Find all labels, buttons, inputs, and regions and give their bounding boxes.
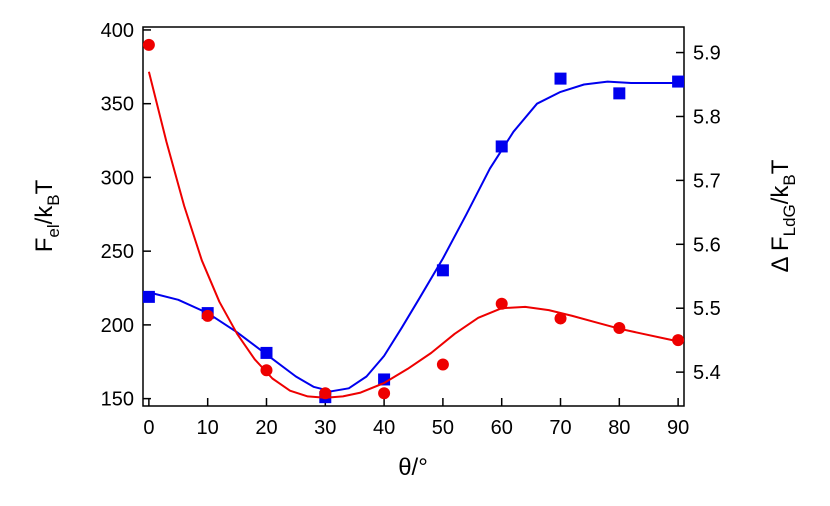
series-2-point	[378, 387, 391, 400]
x-tick-label: 30	[314, 417, 336, 439]
series-1-fit-line	[148, 80, 679, 393]
x-tick-label: 60	[491, 417, 513, 439]
series-2	[142, 38, 685, 400]
x-tick-label: 70	[549, 417, 571, 439]
series-2-point	[142, 38, 155, 51]
series-2-point	[319, 387, 332, 400]
x-tick-label: 50	[432, 417, 454, 439]
series-2-point	[554, 312, 567, 325]
right-y-tick-label: 5.7	[693, 170, 721, 192]
x-axis-title: θ/°	[398, 454, 428, 481]
right-y-tick-label: 5.6	[693, 234, 721, 256]
series-layer	[142, 38, 685, 404]
series-2-point	[260, 364, 273, 377]
series-2-point	[613, 322, 626, 335]
series-1-point	[436, 264, 449, 277]
left-y-tick-label: 300	[101, 167, 134, 189]
x-tick-label: 40	[373, 417, 395, 439]
plot-frame	[142, 26, 685, 407]
right-y-axis-ticks: 5.4 5.5 5.6 5.7 5.8 5.9	[676, 43, 721, 384]
left-y-axis-ticks: 150 200 250 300 350 400	[101, 20, 151, 411]
x-axis-ticks: 0 10 20 30 40 50 60 70 80 90	[143, 398, 689, 439]
series-1-point	[554, 72, 567, 85]
series-2-point	[495, 297, 508, 310]
series-1-point	[260, 346, 273, 359]
left-y-tick-label: 400	[101, 20, 134, 42]
series-2-point	[201, 309, 214, 322]
x-tick-label: 20	[255, 417, 277, 439]
left-y-axis-title: Fel/kBT	[31, 179, 63, 252]
series-1	[142, 72, 685, 404]
series-1-point	[672, 75, 685, 88]
x-tick-label: 80	[608, 417, 630, 439]
right-y-tick-label: 5.9	[693, 43, 721, 65]
x-tick-label: 90	[667, 417, 689, 439]
series-1-point	[495, 140, 508, 153]
left-y-tick-label: 200	[101, 315, 134, 337]
series-1-point	[142, 290, 155, 303]
series-2-point	[436, 358, 449, 371]
series-2-fit-line	[147, 71, 679, 399]
series-1-point	[378, 373, 391, 386]
right-y-tick-label: 5.4	[693, 362, 721, 384]
left-y-tick-label: 250	[101, 241, 134, 263]
x-tick-label: 0	[143, 417, 154, 439]
right-y-tick-label: 5.8	[693, 106, 721, 128]
series-1-point	[613, 87, 626, 100]
series-2-point	[672, 334, 685, 347]
left-y-tick-label: 350	[101, 94, 134, 116]
left-y-tick-label: 150	[101, 389, 134, 411]
x-tick-label: 10	[197, 417, 219, 439]
right-y-tick-label: 5.5	[693, 298, 721, 320]
right-y-axis-title: Δ FLdG/kBT	[767, 159, 799, 272]
